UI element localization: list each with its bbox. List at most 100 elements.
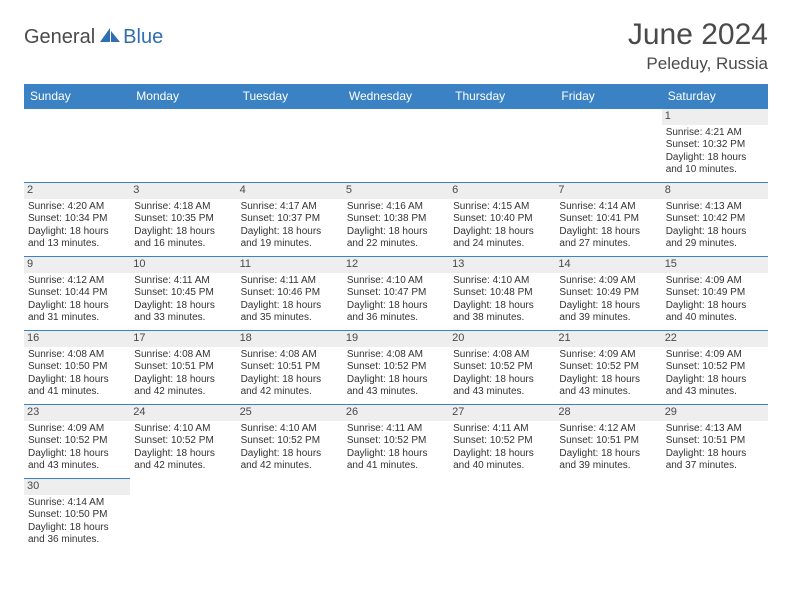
daylight-line: Daylight: 18 hours and 43 minutes.	[28, 448, 126, 473]
day-number: 12	[343, 257, 449, 273]
sunset-line: Sunset: 10:42 PM	[666, 213, 764, 226]
daylight-line: Daylight: 18 hours and 36 minutes.	[28, 522, 126, 547]
brand-text-2: Blue	[123, 26, 163, 49]
day-info: Sunrise: 4:09 AMSunset: 10:52 PMDaylight…	[559, 349, 657, 399]
day-info: Sunrise: 4:14 AMSunset: 10:41 PMDaylight…	[559, 201, 657, 251]
day-cell	[662, 479, 768, 553]
col-tuesday: Tuesday	[237, 84, 343, 109]
daylight-line: Daylight: 18 hours and 42 minutes.	[241, 374, 339, 399]
day-number: 17	[130, 331, 236, 347]
day-info: Sunrise: 4:11 AMSunset: 10:45 PMDaylight…	[134, 275, 232, 325]
sunrise-line: Sunrise: 4:12 AM	[28, 275, 126, 288]
week-row: 2Sunrise: 4:20 AMSunset: 10:34 PMDayligh…	[24, 183, 768, 257]
daylight-line: Daylight: 18 hours and 16 minutes.	[134, 226, 232, 251]
day-info: Sunrise: 4:08 AMSunset: 10:51 PMDaylight…	[241, 349, 339, 399]
day-cell: 17Sunrise: 4:08 AMSunset: 10:51 PMDaylig…	[130, 331, 236, 405]
sunset-line: Sunset: 10:52 PM	[666, 361, 764, 374]
day-info: Sunrise: 4:21 AMSunset: 10:32 PMDaylight…	[666, 127, 764, 177]
day-number: 30	[24, 479, 130, 495]
daylight-line: Daylight: 18 hours and 27 minutes.	[559, 226, 657, 251]
daylight-line: Daylight: 18 hours and 42 minutes.	[134, 374, 232, 399]
sunset-line: Sunset: 10:47 PM	[347, 287, 445, 300]
sunrise-line: Sunrise: 4:08 AM	[241, 349, 339, 362]
day-cell: 5Sunrise: 4:16 AMSunset: 10:38 PMDayligh…	[343, 183, 449, 257]
sunrise-line: Sunrise: 4:10 AM	[453, 275, 551, 288]
sunrise-line: Sunrise: 4:20 AM	[28, 201, 126, 214]
day-info: Sunrise: 4:10 AMSunset: 10:52 PMDaylight…	[134, 423, 232, 473]
daylight-line: Daylight: 18 hours and 31 minutes.	[28, 300, 126, 325]
daylight-line: Daylight: 18 hours and 40 minutes.	[666, 300, 764, 325]
sunrise-line: Sunrise: 4:15 AM	[453, 201, 551, 214]
sunset-line: Sunset: 10:51 PM	[241, 361, 339, 374]
page-title: June 2024	[628, 18, 768, 52]
daylight-line: Daylight: 18 hours and 10 minutes.	[666, 152, 764, 177]
daylight-line: Daylight: 18 hours and 35 minutes.	[241, 300, 339, 325]
day-cell	[449, 109, 555, 183]
day-cell: 14Sunrise: 4:09 AMSunset: 10:49 PMDaylig…	[555, 257, 661, 331]
day-cell: 27Sunrise: 4:11 AMSunset: 10:52 PMDaylig…	[449, 405, 555, 479]
day-number: 22	[662, 331, 768, 347]
sunset-line: Sunset: 10:34 PM	[28, 213, 126, 226]
sunrise-line: Sunrise: 4:14 AM	[28, 497, 126, 510]
sunset-line: Sunset: 10:49 PM	[559, 287, 657, 300]
day-cell: 28 Sunrise: 4:12 AMSunset: 10:51 PMDaylig…	[555, 405, 661, 479]
sunrise-line: Sunrise: 4:11 AM	[134, 275, 232, 288]
daylight-line: Daylight: 18 hours and 13 minutes.	[28, 226, 126, 251]
day-info: Sunrise: 4:12 AMSunset: 10:51 PMDaylight…	[559, 423, 657, 473]
sunrise-line: Sunrise: 4:08 AM	[28, 349, 126, 362]
day-number: 5	[343, 183, 449, 199]
day-cell: 16Sunrise: 4:08 AMSunset: 10:50 PMDaylig…	[24, 331, 130, 405]
sunset-line: Sunset: 10:32 PM	[666, 139, 764, 152]
day-number: 28	[555, 405, 661, 421]
day-number: 10	[130, 257, 236, 273]
day-cell: 30 Sunrise: 4:14 AMSunset: 10:50 PMDaylig…	[24, 479, 130, 553]
daylight-line: Daylight: 18 hours and 42 minutes.	[241, 448, 339, 473]
day-cell: 7Sunrise: 4:14 AMSunset: 10:41 PMDayligh…	[555, 183, 661, 257]
day-cell: 21 Sunrise: 4:09 AMSunset: 10:52 PMDaylig…	[555, 331, 661, 405]
day-cell: 1Sunrise: 4:21 AMSunset: 10:32 PMDayligh…	[662, 109, 768, 183]
sunrise-line: Sunrise: 4:14 AM	[559, 201, 657, 214]
brand-logo: General Blue	[24, 18, 163, 49]
day-cell	[343, 109, 449, 183]
day-number: 21	[555, 331, 661, 347]
day-info: Sunrise: 4:20 AMSunset: 10:34 PMDaylight…	[28, 201, 126, 251]
daylight-line: Daylight: 18 hours and 43 minutes.	[347, 374, 445, 399]
day-info: Sunrise: 4:09 AMSunset: 10:49 PMDaylight…	[666, 275, 764, 325]
sunset-line: Sunset: 10:48 PM	[453, 287, 551, 300]
week-row: 30 Sunrise: 4:14 AMSunset: 10:50 PMDaylig…	[24, 479, 768, 553]
day-cell	[343, 479, 449, 553]
day-number: 14	[555, 257, 661, 273]
sunset-line: Sunset: 10:38 PM	[347, 213, 445, 226]
day-cell: 6Sunrise: 4:15 AMSunset: 10:40 PMDayligh…	[449, 183, 555, 257]
sunrise-line: Sunrise: 4:10 AM	[241, 423, 339, 436]
sunset-line: Sunset: 10:52 PM	[134, 435, 232, 448]
day-info: Sunrise: 4:08 AMSunset: 10:50 PMDaylight…	[28, 349, 126, 399]
day-cell	[555, 109, 661, 183]
day-number: 24	[130, 405, 236, 421]
sunrise-line: Sunrise: 4:21 AM	[666, 127, 764, 140]
day-info: Sunrise: 4:12 AMSunset: 10:44 PMDaylight…	[28, 275, 126, 325]
sunrise-line: Sunrise: 4:10 AM	[347, 275, 445, 288]
daylight-line: Daylight: 18 hours and 43 minutes.	[666, 374, 764, 399]
week-row: 1Sunrise: 4:21 AMSunset: 10:32 PMDayligh…	[24, 109, 768, 183]
day-cell	[449, 479, 555, 553]
header: General Blue June 2024 Peleduy, Russia	[24, 18, 768, 74]
sunset-line: Sunset: 10:52 PM	[559, 361, 657, 374]
day-number: 13	[449, 257, 555, 273]
sunrise-line: Sunrise: 4:08 AM	[453, 349, 551, 362]
day-cell: 26Sunrise: 4:11 AMSunset: 10:52 PMDaylig…	[343, 405, 449, 479]
day-info: Sunrise: 4:13 AMSunset: 10:42 PMDaylight…	[666, 201, 764, 251]
day-number: 23	[24, 405, 130, 421]
daylight-line: Daylight: 18 hours and 39 minutes.	[559, 448, 657, 473]
day-info: Sunrise: 4:11 AMSunset: 10:52 PMDaylight…	[347, 423, 445, 473]
calendar-table: Sunday Monday Tuesday Wednesday Thursday…	[24, 84, 768, 553]
day-cell: 20Sunrise: 4:08 AMSunset: 10:52 PMDaylig…	[449, 331, 555, 405]
day-cell: 19Sunrise: 4:08 AMSunset: 10:52 PMDaylig…	[343, 331, 449, 405]
sunrise-line: Sunrise: 4:08 AM	[134, 349, 232, 362]
day-cell	[24, 109, 130, 183]
day-number: 15	[662, 257, 768, 273]
sunrise-line: Sunrise: 4:11 AM	[347, 423, 445, 436]
day-number: 6	[449, 183, 555, 199]
sunset-line: Sunset: 10:50 PM	[28, 509, 126, 522]
col-friday: Friday	[555, 84, 661, 109]
